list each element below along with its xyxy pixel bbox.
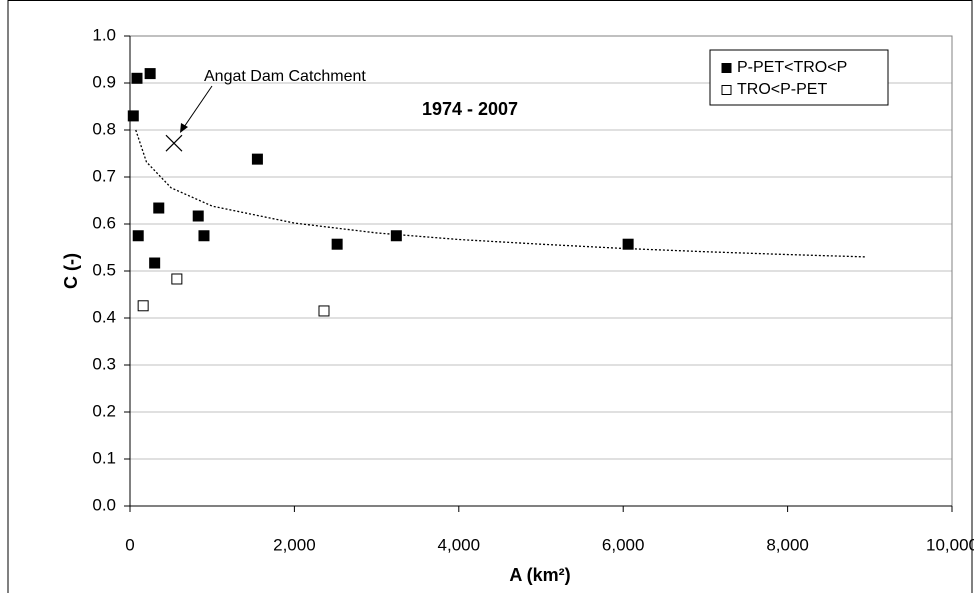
legend-swatch [721,85,732,95]
y-tick-label: 0.1 [92,448,116,467]
marker [149,257,161,269]
marker [131,72,143,84]
y-tick-label: 0.6 [92,213,116,232]
annotation-arrowhead [180,123,188,133]
y-tick-label: 1.0 [92,25,116,44]
y-tick-label: 0.3 [92,354,116,373]
annotation-text: Angat Dam Catchment [204,68,366,85]
x-tick-label: 10,000 [926,535,974,554]
marker [192,210,204,222]
annotation-arrow [181,85,213,131]
y-tick-label: 0.5 [92,260,116,279]
chart-title: 1974 - 2007 [422,99,518,119]
legend-label: TRO<P-PET [737,81,827,98]
marker [127,110,139,122]
trendline [135,129,866,258]
marker [144,68,156,80]
marker [251,153,263,165]
marker [137,300,149,312]
marker [622,238,634,250]
x-tick-label: 4,000 [438,535,481,554]
y-tick-label: 0.9 [92,72,116,91]
marker [198,230,210,242]
x-axis-label: A (km²) [509,565,570,585]
legend-label: P-PET<TRO<P [737,59,847,76]
x-tick-label: 0 [125,535,134,554]
x-tick-label: 6,000 [602,535,645,554]
legend [709,49,889,106]
y-tick-label: 0.4 [92,307,116,326]
marker [318,305,330,317]
marker [390,230,402,242]
y-axis-label: C (-) [61,253,81,289]
marker [132,230,144,242]
y-tick-label: 0.8 [92,119,116,138]
annotation-marker [165,134,183,152]
x-tick-label: 8,000 [766,535,809,554]
y-tick-label: 0.0 [92,495,116,514]
y-tick-label: 0.2 [92,401,116,420]
legend-swatch [721,63,732,73]
x-tick-label: 2,000 [273,535,316,554]
marker [171,273,183,285]
y-tick-label: 0.7 [92,166,116,185]
marker [331,238,343,250]
marker [153,202,165,214]
